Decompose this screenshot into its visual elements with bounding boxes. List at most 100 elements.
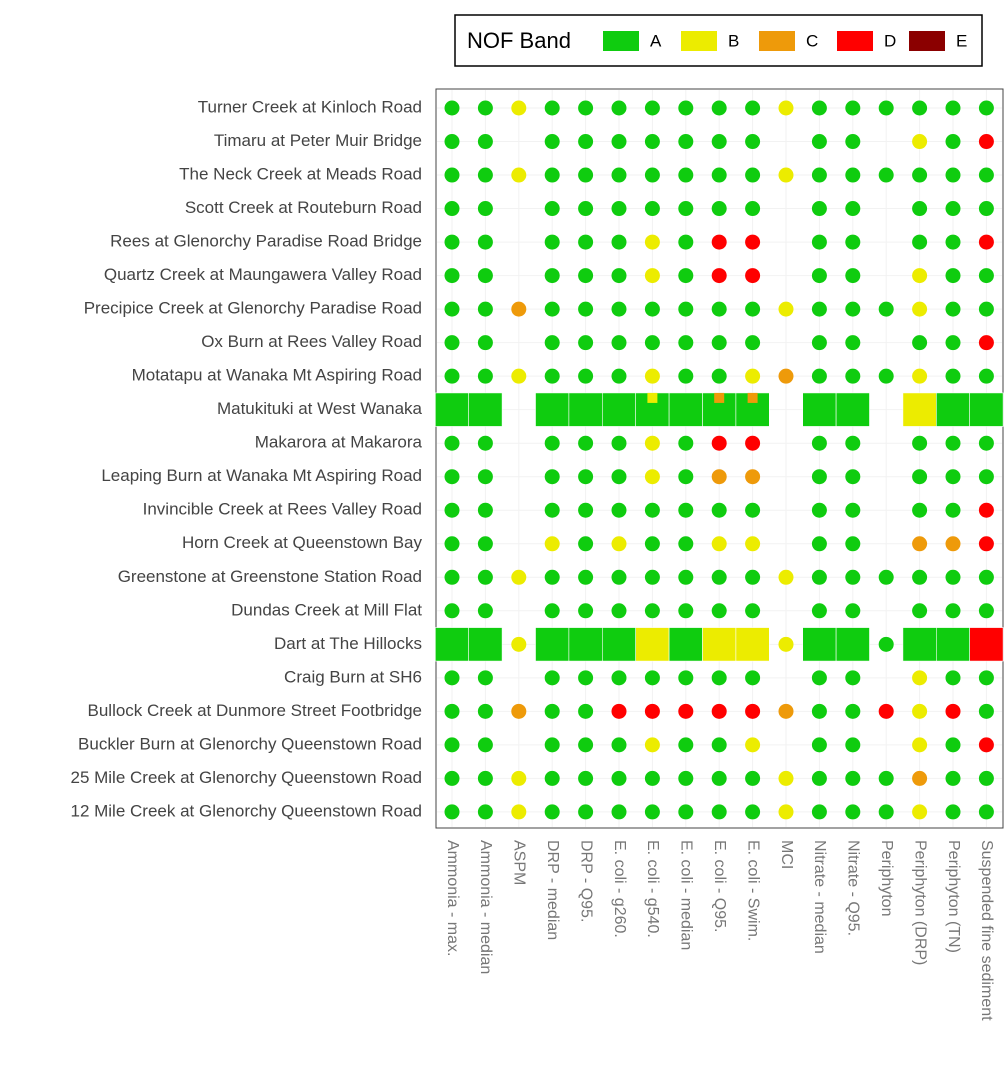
band-dot xyxy=(511,301,527,317)
band-dot xyxy=(444,368,460,384)
band-dot xyxy=(544,770,560,786)
band-dot xyxy=(477,536,493,552)
band-tile xyxy=(434,392,469,427)
indicator-label: E. coli - g260. xyxy=(611,840,628,938)
band-dot xyxy=(845,335,861,351)
band-dot xyxy=(711,368,727,384)
band-dot xyxy=(511,636,527,652)
band-dot xyxy=(444,569,460,585)
band-dot xyxy=(778,703,794,719)
band-dot xyxy=(778,368,794,384)
band-dot xyxy=(912,603,928,619)
band-dot xyxy=(477,100,493,116)
band-dot xyxy=(578,469,594,485)
band-tile xyxy=(969,627,1004,662)
band-dot xyxy=(845,670,861,686)
band-dot xyxy=(678,134,694,150)
band-dot xyxy=(644,670,660,686)
indicator-label: Suspended fine sediment xyxy=(978,840,995,1021)
band-dot xyxy=(978,469,994,485)
site-label: Turner Creek at Kinloch Road xyxy=(198,97,422,116)
band-dot xyxy=(444,335,460,351)
band-dot xyxy=(678,603,694,619)
band-dot xyxy=(745,502,761,518)
site-label: Makarora at Makarora xyxy=(255,433,423,452)
band-dot xyxy=(678,301,694,317)
band-dot xyxy=(845,603,861,619)
band-dot xyxy=(511,770,527,786)
band-dot xyxy=(811,435,827,451)
band-dot xyxy=(912,368,928,384)
band-dot xyxy=(477,268,493,284)
band-dot xyxy=(578,737,594,753)
band-dot xyxy=(578,703,594,719)
band-dot xyxy=(845,301,861,317)
band-tile xyxy=(702,627,737,662)
band-dot xyxy=(711,804,727,820)
band-dot xyxy=(745,234,761,250)
band-dot xyxy=(811,368,827,384)
band-dot xyxy=(945,737,961,753)
band-dot xyxy=(978,167,994,183)
band-dot xyxy=(978,134,994,150)
band-dot xyxy=(477,301,493,317)
site-label: Motatapu at Wanaka Mt Aspiring Road xyxy=(132,366,422,385)
band-dot xyxy=(711,435,727,451)
band-dot xyxy=(678,536,694,552)
band-dot xyxy=(644,134,660,150)
band-dot xyxy=(978,569,994,585)
band-dot xyxy=(578,268,594,284)
band-dot xyxy=(978,234,994,250)
band-dot xyxy=(745,469,761,485)
band-dot xyxy=(611,134,627,150)
legend-title: NOF Band xyxy=(467,28,571,53)
band-dot xyxy=(845,201,861,217)
band-dot xyxy=(477,435,493,451)
band-dot xyxy=(978,100,994,116)
site-label: Buckler Burn at Glenorchy Queenstown Roa… xyxy=(78,734,422,753)
band-dot xyxy=(611,301,627,317)
band-dot xyxy=(477,804,493,820)
band-dot xyxy=(678,703,694,719)
band-dot xyxy=(811,770,827,786)
band-dot xyxy=(477,703,493,719)
band-dot xyxy=(912,134,928,150)
band-dot xyxy=(444,268,460,284)
band-dot xyxy=(845,268,861,284)
band-dot xyxy=(644,703,660,719)
band-dot xyxy=(845,469,861,485)
band-tile xyxy=(802,392,837,427)
band-dot xyxy=(644,536,660,552)
legend-label: D xyxy=(884,31,896,50)
band-dot xyxy=(978,268,994,284)
band-dot xyxy=(811,703,827,719)
band-tile xyxy=(935,627,970,662)
band-tile xyxy=(601,627,636,662)
site-label: Dart at The Hillocks xyxy=(274,634,422,653)
band-dot xyxy=(711,301,727,317)
legend-swatch xyxy=(759,31,795,51)
band-dot xyxy=(745,703,761,719)
site-label: Craig Burn at SH6 xyxy=(284,667,422,686)
band-dot xyxy=(878,569,894,585)
band-dot xyxy=(945,703,961,719)
band-dot xyxy=(945,435,961,451)
band-dot xyxy=(477,234,493,250)
band-dot xyxy=(945,234,961,250)
band-tile xyxy=(568,627,603,662)
band-dot xyxy=(644,368,660,384)
band-dot xyxy=(544,234,560,250)
band-dot xyxy=(745,335,761,351)
band-dot xyxy=(544,703,560,719)
band-dot xyxy=(611,100,627,116)
band-dot xyxy=(544,201,560,217)
band-dot xyxy=(978,335,994,351)
band-dot xyxy=(544,435,560,451)
band-dot xyxy=(811,234,827,250)
band-dot xyxy=(845,804,861,820)
band-dot xyxy=(678,435,694,451)
site-label: Bullock Creek at Dunmore Street Footbrid… xyxy=(88,701,423,720)
band-dot xyxy=(644,167,660,183)
band-dot xyxy=(611,502,627,518)
band-dot xyxy=(945,569,961,585)
